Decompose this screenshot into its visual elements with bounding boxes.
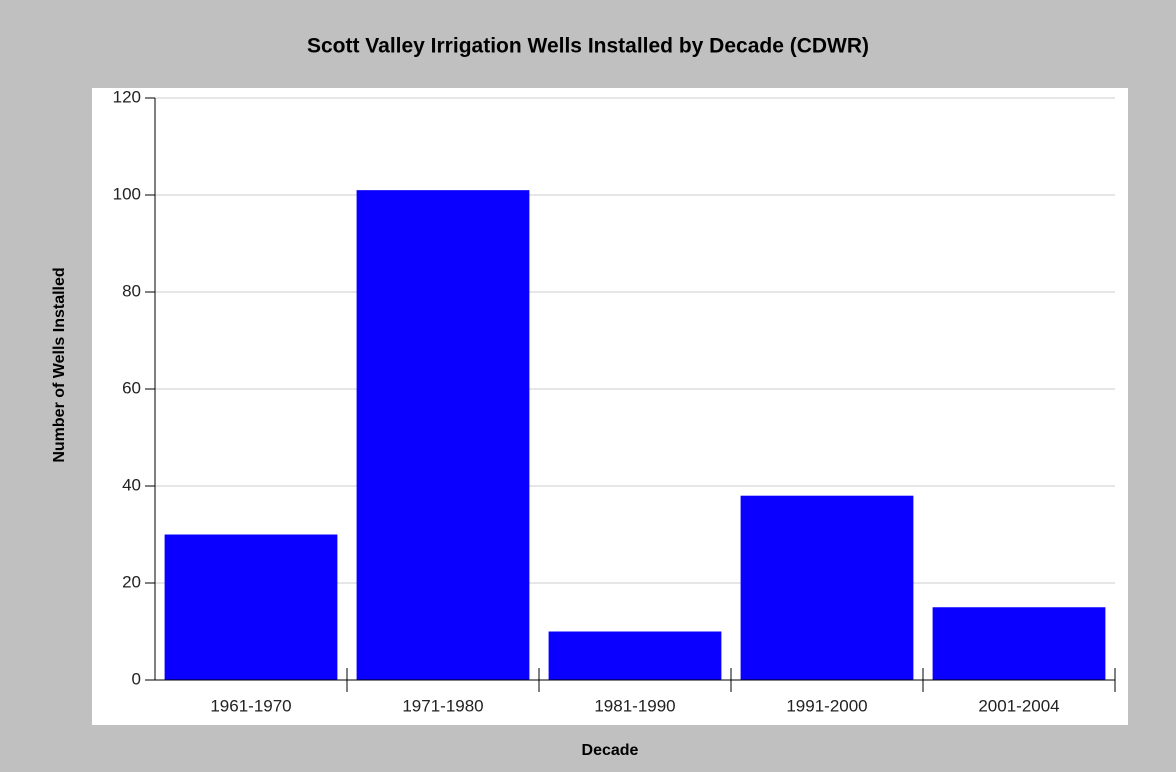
x-tick-label: 1991-2000	[786, 696, 867, 715]
y-tick-label: 40	[122, 475, 141, 494]
y-tick-label: 60	[122, 378, 141, 397]
bar	[164, 534, 338, 680]
y-tick-label: 100	[113, 184, 141, 203]
bar	[548, 631, 722, 680]
y-tick-label: 80	[122, 281, 141, 300]
y-axis-label: Number of Wells Installed	[51, 267, 68, 462]
y-tick-label: 20	[122, 572, 141, 591]
bar	[356, 190, 530, 680]
x-axis-label: Decade	[582, 742, 639, 759]
y-tick-label: 120	[113, 87, 141, 106]
x-tick-label: 1961-1970	[210, 696, 291, 715]
x-tick-label: 1981-1990	[594, 696, 675, 715]
y-tick-label: 0	[132, 669, 141, 688]
bar	[740, 495, 914, 680]
chart-title: Scott Valley Irrigation Wells Installed …	[307, 35, 869, 58]
x-tick-label: 2001-2004	[978, 696, 1059, 715]
x-tick-label: 1971-1980	[402, 696, 483, 715]
bar	[932, 607, 1106, 680]
